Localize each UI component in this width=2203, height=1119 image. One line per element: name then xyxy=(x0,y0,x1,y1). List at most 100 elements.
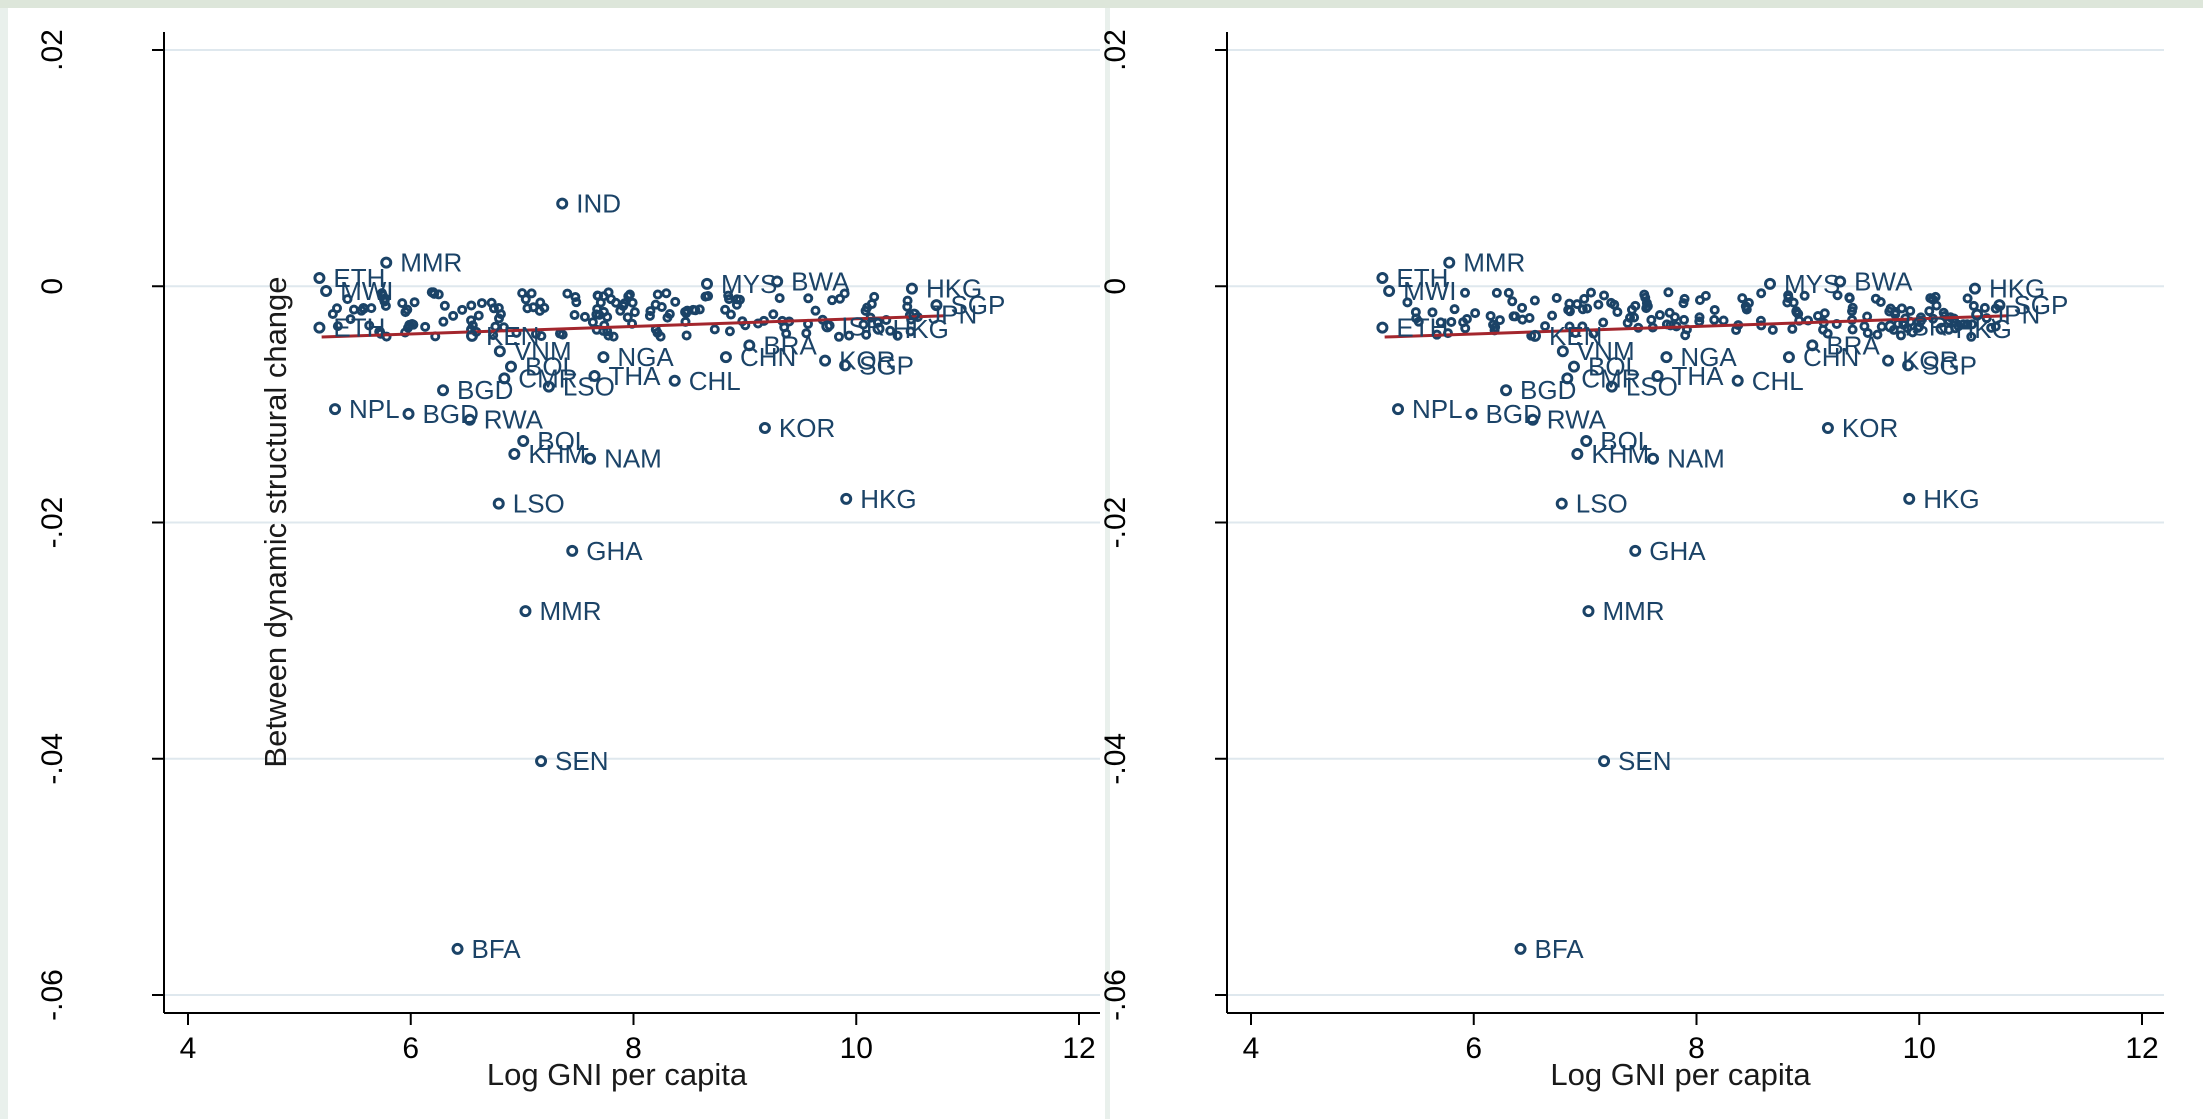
cluster-marker xyxy=(1990,321,2001,332)
data-point-marker xyxy=(1580,434,1593,447)
cluster-marker xyxy=(380,300,391,311)
cluster-marker xyxy=(725,309,736,320)
data-point-marker xyxy=(519,605,532,618)
cluster-marker xyxy=(327,309,338,320)
x-tick-label: 12 xyxy=(1062,1032,1095,1065)
cluster-marker xyxy=(1709,304,1720,315)
cluster-marker xyxy=(892,330,903,341)
cluster-marker xyxy=(902,301,913,312)
cluster-marker xyxy=(342,294,353,305)
cluster-marker xyxy=(1593,299,1604,310)
data-point-label: HKG xyxy=(893,314,949,344)
data-point-label: NGA xyxy=(1680,342,1737,372)
cluster-marker xyxy=(345,314,356,325)
data-point-label: LSO xyxy=(563,372,615,402)
data-point-label: BWA xyxy=(1854,267,1913,297)
cluster-marker xyxy=(535,297,546,308)
data-point-marker xyxy=(905,282,918,295)
data-point-label: KHM xyxy=(528,439,586,469)
data-point-marker xyxy=(1582,605,1595,618)
data-point-marker xyxy=(437,384,450,397)
data-point-label: BRA xyxy=(763,330,817,360)
cluster-marker xyxy=(332,321,343,332)
data-point-marker xyxy=(493,345,506,358)
cluster-marker xyxy=(1679,314,1690,325)
plot-area xyxy=(8,8,1105,1119)
data-point-marker xyxy=(597,351,610,364)
data-point-marker xyxy=(329,403,342,416)
cluster-marker xyxy=(473,310,484,321)
cluster-marker xyxy=(1582,303,1593,314)
y-tick-label: -.04 xyxy=(36,733,69,785)
cluster-marker xyxy=(1870,293,1881,304)
cluster-marker xyxy=(827,295,838,306)
x-tick-label: 6 xyxy=(402,1032,419,1065)
data-point-label: KEN xyxy=(486,321,539,351)
data-point-label: ISR xyxy=(841,311,884,341)
data-point-label: THA xyxy=(609,361,662,391)
cluster-marker xyxy=(569,310,580,321)
data-point-label: ETH xyxy=(1396,263,1448,293)
x-tick-label: 12 xyxy=(2125,1032,2158,1065)
cluster-marker xyxy=(650,299,661,310)
data-point-marker xyxy=(517,434,530,447)
cluster-marker xyxy=(810,305,821,316)
dense-cluster xyxy=(1402,287,2001,342)
cluster-marker xyxy=(1700,290,1711,301)
data-point-marker xyxy=(1821,422,1834,434)
data-point-marker xyxy=(930,299,943,312)
y-tick-label: .02 xyxy=(1099,29,1132,71)
cluster-marker xyxy=(1924,306,1935,317)
data-point-label: BRA xyxy=(1826,330,1880,360)
cluster-marker xyxy=(1585,287,1596,298)
cluster-marker xyxy=(652,289,663,300)
data-point-label: THA xyxy=(1672,361,1725,391)
data-point-label: SGP xyxy=(1922,350,1977,380)
data-point-label: CMR xyxy=(518,363,577,393)
cluster-marker xyxy=(570,292,581,303)
data-point-marker xyxy=(566,544,579,557)
cluster-marker xyxy=(1962,319,1973,330)
cluster-marker xyxy=(1507,296,1518,307)
cluster-marker xyxy=(1442,328,1453,339)
data-point-marker xyxy=(758,422,771,434)
data-point-marker xyxy=(821,320,834,333)
cluster-marker xyxy=(623,291,634,302)
cluster-marker xyxy=(1962,293,1973,304)
cluster-marker xyxy=(1411,313,1422,324)
data-point-marker xyxy=(1383,284,1396,297)
data-point-label: ETH xyxy=(333,313,385,343)
data-point-label: LSO xyxy=(513,489,565,519)
cluster-marker xyxy=(1529,295,1540,306)
cluster-marker xyxy=(1958,319,1969,330)
data-point-label: LSO xyxy=(1626,372,1678,402)
cluster-marker xyxy=(1494,315,1505,326)
data-point-marker xyxy=(588,370,601,383)
data-point-label: HKG xyxy=(926,274,982,304)
data-point-marker xyxy=(1660,351,1673,364)
plot-area xyxy=(1110,8,2203,1119)
data-point-marker xyxy=(1529,329,1542,342)
data-point-label: CHL xyxy=(1752,366,1804,396)
data-point-marker xyxy=(498,372,511,385)
cluster-marker xyxy=(1678,298,1689,309)
cluster-marker xyxy=(1446,316,1457,327)
cluster-marker xyxy=(1629,312,1640,323)
cluster-marker xyxy=(839,288,850,299)
cluster-marker xyxy=(1524,312,1535,323)
data-point-marker xyxy=(1514,942,1527,955)
data-point-marker xyxy=(840,492,853,505)
cluster-marker xyxy=(1930,291,1941,302)
cluster-marker xyxy=(1503,287,1514,298)
data-point-label: HKG xyxy=(1956,314,2012,344)
data-point-marker xyxy=(1968,282,1981,295)
cluster-marker xyxy=(1551,292,1562,303)
cluster-marker xyxy=(428,287,439,298)
cluster-marker xyxy=(700,291,711,302)
data-point-label: RWA xyxy=(1547,405,1607,435)
cluster-marker xyxy=(466,300,477,311)
cluster-marker xyxy=(618,301,629,312)
data-point-label: JPN xyxy=(1991,300,2040,330)
data-point-label: GHA xyxy=(586,536,643,566)
cluster-marker xyxy=(869,291,880,302)
